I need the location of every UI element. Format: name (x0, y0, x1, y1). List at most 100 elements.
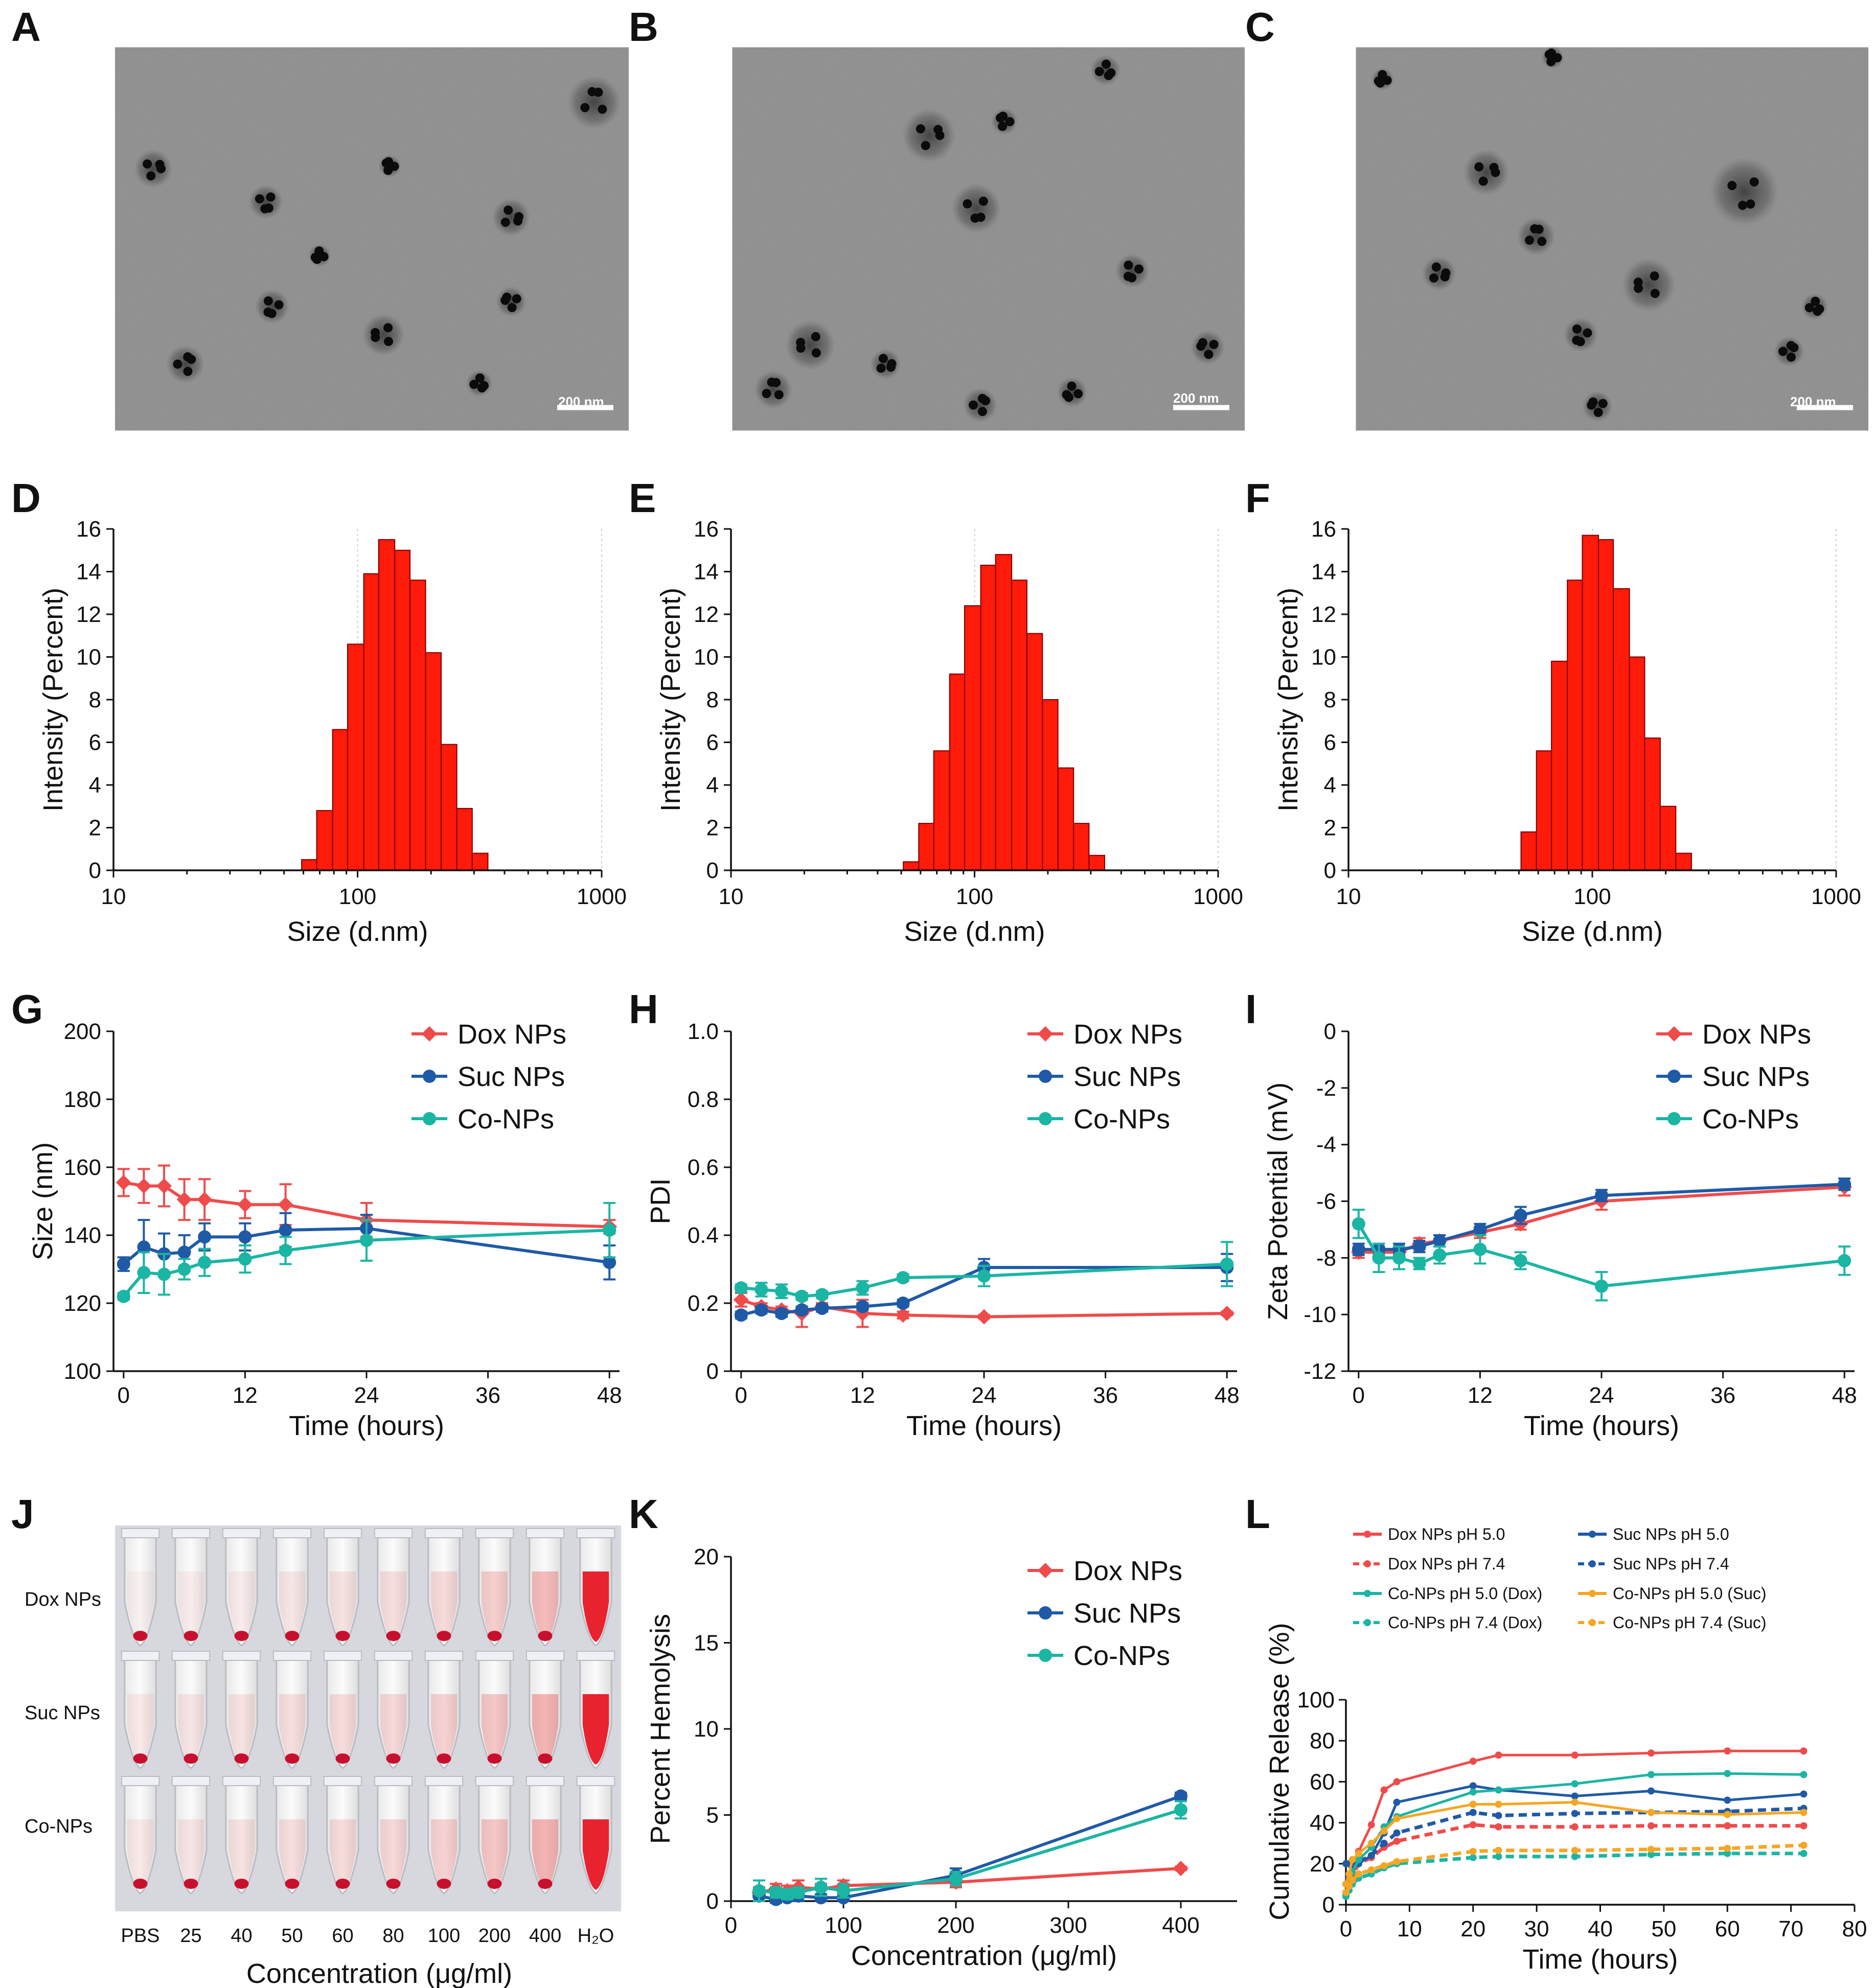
legend-label: Suc NPs (1073, 1598, 1181, 1629)
tube-cap (374, 1528, 413, 1538)
data-point (1380, 1786, 1388, 1794)
legend-label: Co-NPs pH 7.4 (Suc) (1613, 1613, 1767, 1632)
y-tick-label: 160 (64, 1155, 101, 1180)
rbc-pellet (234, 1753, 249, 1764)
x-tick-label: 0 (725, 1913, 737, 1938)
y-tick-label: -8 (1316, 1245, 1336, 1270)
scale-bar-label-b: 200 nm (1173, 390, 1219, 406)
nanoparticle-core (1204, 350, 1214, 359)
chart-l-release: 0 20 40 60 80 100 0 10 20 30 40 50 60 70 80 Time (hours… (1264, 1525, 1867, 1975)
y-tick-label: 16 (76, 517, 101, 542)
photo-concentration-labels: PBS 25 40 50 60 80 100 200 400 H₂O (121, 1925, 614, 1947)
tube-liquid (279, 1819, 306, 1890)
nanoparticle-core (1530, 224, 1540, 234)
nanoparticle-core (1382, 76, 1392, 85)
nanoparticle-core (876, 363, 886, 373)
y-tick-label: 200 (64, 1019, 101, 1044)
chart-e-size-distribution: 0 2 4 6 8 10 12 14 16 10 100 1000 Size (d.nm) Intensi… (655, 517, 1243, 947)
data-point (1469, 1788, 1477, 1796)
photo-row-label-dox: Dox NPs (25, 1589, 101, 1610)
data-point (1473, 1242, 1487, 1256)
x-tick-label: 100 (1573, 884, 1611, 909)
photo-x-axis-label: Concentration (μg/ml) (246, 1958, 512, 1988)
nanoparticle-core (1474, 162, 1484, 172)
data-point (157, 1267, 171, 1281)
data-point (1800, 1747, 1808, 1755)
nanoparticle-core (1431, 262, 1441, 272)
tube (529, 1657, 562, 1769)
nanoparticle-core (371, 333, 380, 342)
histogram-bar (471, 852, 489, 871)
data-point (1469, 1758, 1477, 1765)
nanoparticle-core (878, 354, 888, 363)
nanoparticle-core (1124, 260, 1133, 270)
nanoparticle (1057, 377, 1088, 408)
data-point (734, 1308, 748, 1322)
data-point (814, 1881, 828, 1894)
x-tick-label: 36 (1710, 1383, 1735, 1408)
data-point (856, 1300, 870, 1313)
nanoparticle (902, 108, 956, 163)
data-point (1367, 1821, 1375, 1829)
tube (124, 1783, 157, 1894)
tube-liquid (380, 1571, 407, 1642)
data-point (769, 1886, 783, 1900)
data-point (1039, 1606, 1052, 1620)
data-point (1355, 1856, 1362, 1863)
data-point (1595, 1279, 1608, 1293)
data-point (1838, 1177, 1851, 1191)
chart-h-pdi-stability: 0 0.2 0.4 0.6 0.8 1.0 0 12 24 36 48 Time (hours) PDI… (645, 1019, 1240, 1441)
data-point (1571, 1853, 1579, 1860)
nanoparticle-core (1804, 303, 1814, 313)
histogram-bar (1644, 737, 1661, 871)
data-point (781, 1887, 794, 1901)
photo-row-label-co: Co-NPs (25, 1816, 93, 1837)
data-point (1667, 1112, 1681, 1125)
tube-liquid (329, 1819, 356, 1890)
data-point (1648, 1822, 1655, 1830)
photo-concentration-label: 400 (529, 1925, 561, 1947)
data-point (1571, 1751, 1579, 1759)
histogram-bar (949, 673, 965, 871)
series-line (1344, 1772, 1804, 1895)
nanoparticle (166, 345, 204, 383)
histogram-bar (995, 554, 1013, 871)
legend-label: Dox NPs (1702, 1019, 1811, 1050)
x-tick-label: 48 (597, 1383, 622, 1408)
nanoparticle-core (963, 199, 972, 209)
tube (377, 1783, 410, 1894)
histogram-bar (378, 539, 396, 871)
data-point (1352, 1217, 1365, 1231)
histogram-bar (456, 807, 473, 871)
legend-marker (1589, 1531, 1596, 1538)
x-tick-label: 100 (339, 884, 376, 909)
nanoparticle (951, 183, 1001, 234)
histogram-bar (1011, 580, 1027, 871)
tem-grain (1356, 47, 1868, 431)
histogram-bar (1613, 588, 1630, 871)
photo-concentration-label: H₂O (578, 1925, 614, 1947)
nanoparticle-core (1134, 264, 1144, 274)
data-point (1571, 1792, 1579, 1800)
tube (174, 1783, 208, 1894)
legend-label: Suc NPs pH 5.0 (1613, 1525, 1729, 1543)
tube (174, 1535, 208, 1647)
data-point (238, 1230, 252, 1244)
nanoparticle-core (1786, 341, 1796, 351)
y-axis-label: Percent Hemolysis (645, 1614, 676, 1844)
rbc-pellet (285, 1631, 300, 1641)
data-point (1724, 1796, 1731, 1804)
data-point (279, 1243, 292, 1257)
nanoparticle-core (976, 213, 986, 222)
tube (326, 1657, 359, 1769)
x-axis-label: Time (hours) (906, 1411, 1062, 1441)
photo-concentration-label: 100 (428, 1925, 460, 1947)
nanoparticle-core (1749, 177, 1759, 187)
data-point (1648, 1771, 1655, 1778)
data-point (1393, 1829, 1401, 1837)
nanoparticle-core (383, 323, 393, 333)
data-point (1392, 1251, 1406, 1265)
nanoparticle-core (1441, 268, 1451, 278)
data-point (1342, 1888, 1350, 1896)
photo-concentration-label: 60 (332, 1925, 353, 1947)
